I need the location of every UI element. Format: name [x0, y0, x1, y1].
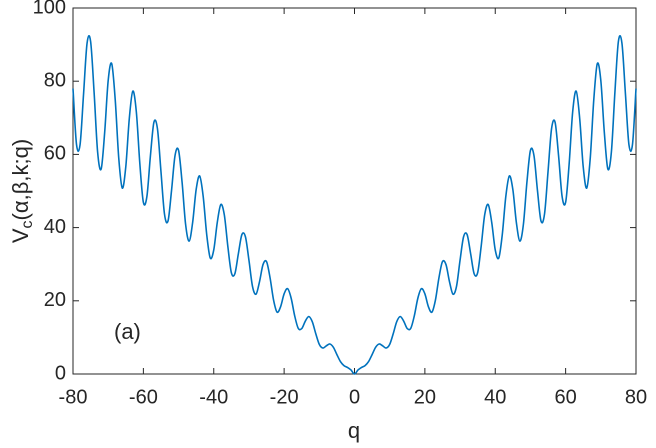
y-label-main: V: [8, 228, 33, 243]
y-tick-label: 100: [33, 0, 66, 18]
x-tick-label: -80: [59, 386, 88, 408]
y-axis-label: Vc(α,β,k;q): [8, 139, 36, 243]
y-tick-label: 80: [44, 69, 66, 91]
y-tick-label: 20: [44, 289, 66, 311]
line-series: [72, 35, 637, 375]
x-tick-label: 20: [414, 386, 436, 408]
x-tick-label: -40: [199, 386, 228, 408]
annotation: (a): [114, 319, 141, 344]
x-tick-label: 80: [625, 386, 647, 408]
y-tick-label: 0: [55, 362, 66, 384]
y-label-rest: (α,β,k;q): [8, 139, 33, 221]
x-tick-label: 0: [349, 386, 360, 408]
x-axis-label: q: [348, 418, 360, 443]
y-label-sub: c: [19, 220, 36, 228]
x-tick-label: -60: [129, 386, 158, 408]
axes-box: [72, 7, 637, 375]
x-tick-label: 60: [555, 386, 577, 408]
x-tick-label: 40: [484, 386, 506, 408]
y-tick-label: 60: [44, 143, 66, 165]
y-tick-label: 40: [44, 216, 66, 238]
x-tick-label: -20: [270, 386, 299, 408]
